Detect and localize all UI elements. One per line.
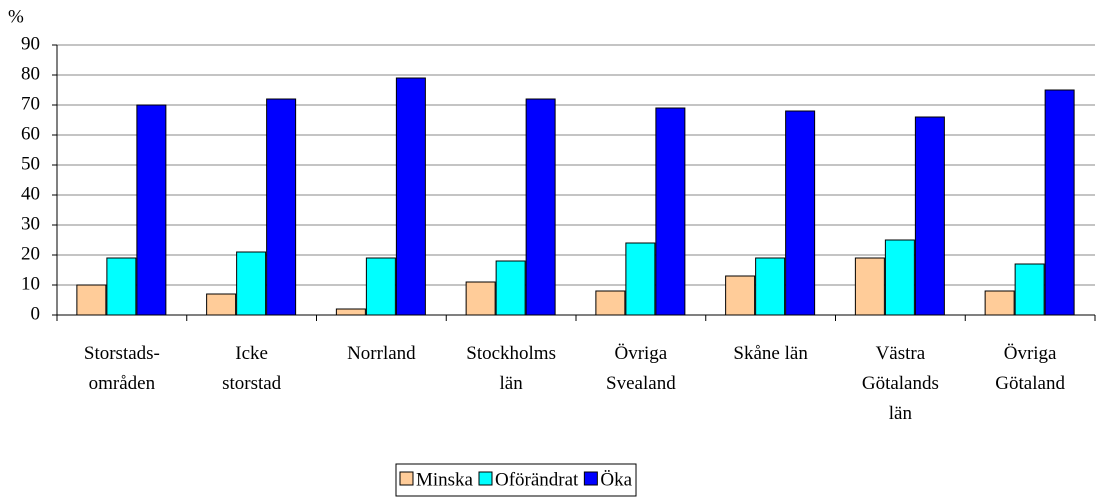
y-tick-label: 80 (21, 63, 40, 84)
legend-label: Öka (600, 469, 632, 490)
bar (206, 293, 237, 316)
bar (266, 98, 297, 316)
bar (76, 284, 107, 316)
x-tick-label-line: Skåne län (733, 343, 808, 364)
x-tick-label-line: Götalands (862, 373, 939, 394)
y-tick-label: 50 (21, 153, 40, 174)
legend: Minska Oförändrat Öka (395, 463, 637, 497)
y-axis-label: % (8, 6, 24, 27)
bar (655, 107, 686, 316)
bar (595, 290, 626, 316)
bar (236, 251, 267, 316)
x-tick-label-line: områden (89, 373, 156, 394)
legend-swatch (399, 471, 414, 486)
x-tick-label-line: Västra (876, 343, 926, 364)
y-tick-label: 20 (21, 243, 40, 264)
legend-swatch (583, 471, 598, 486)
bar (725, 275, 756, 316)
legend-swatch (478, 471, 493, 486)
x-tick-label-line: Svealand (606, 373, 676, 394)
x-tick-label-line: Stockholms (466, 343, 556, 364)
x-tick-label-line: Övriga (1004, 343, 1057, 364)
y-tick-label: 60 (21, 123, 40, 144)
bar (495, 260, 526, 316)
y-tick-label: 10 (21, 273, 40, 294)
x-tick-label-line: storstad (222, 373, 282, 394)
x-tick-label: Västra Götalands län (862, 343, 939, 424)
bar (136, 104, 167, 316)
bar (884, 239, 915, 316)
bar (1044, 89, 1075, 316)
y-tick-label: 0 (31, 303, 41, 324)
bar (914, 116, 945, 316)
bar (984, 290, 1015, 316)
bar (465, 281, 496, 316)
x-tick-label-line: län (500, 373, 524, 394)
x-tick-label-line: Icke (235, 343, 268, 364)
bar (625, 242, 656, 316)
x-tick-label: Stockholms län (466, 343, 556, 394)
x-tick-label: Norrland (347, 343, 416, 364)
bar (395, 77, 426, 316)
x-tick-label-line: Storstads- (84, 343, 160, 364)
bar (1014, 263, 1045, 316)
bar (785, 110, 816, 316)
x-tick-label-line: Övriga (614, 343, 667, 364)
legend-label: Oförändrat (495, 469, 579, 490)
x-tick-label-line: län (889, 403, 913, 424)
x-tick-label: Skåne län (733, 343, 808, 364)
x-tick-label-line: Norrland (347, 343, 416, 364)
y-tick-label: 30 (21, 213, 40, 234)
bar (854, 257, 885, 316)
x-tick-label-line: Götaland (995, 373, 1065, 394)
y-tick-label: 40 (21, 183, 40, 204)
y-tick-label: 90 (21, 33, 40, 54)
x-tick-label: Övriga Svealand (606, 343, 676, 394)
legend-label: Minska (416, 469, 474, 490)
bar (525, 98, 556, 316)
bar (106, 257, 137, 316)
bar (335, 308, 366, 316)
x-tick-label: Storstads-områden (84, 343, 160, 394)
x-tick-label: Övriga Götaland (995, 343, 1065, 394)
bar (365, 257, 396, 316)
y-tick-label: 70 (21, 93, 40, 114)
bar (755, 257, 786, 316)
x-tick-label: Icke storstad (222, 343, 282, 394)
